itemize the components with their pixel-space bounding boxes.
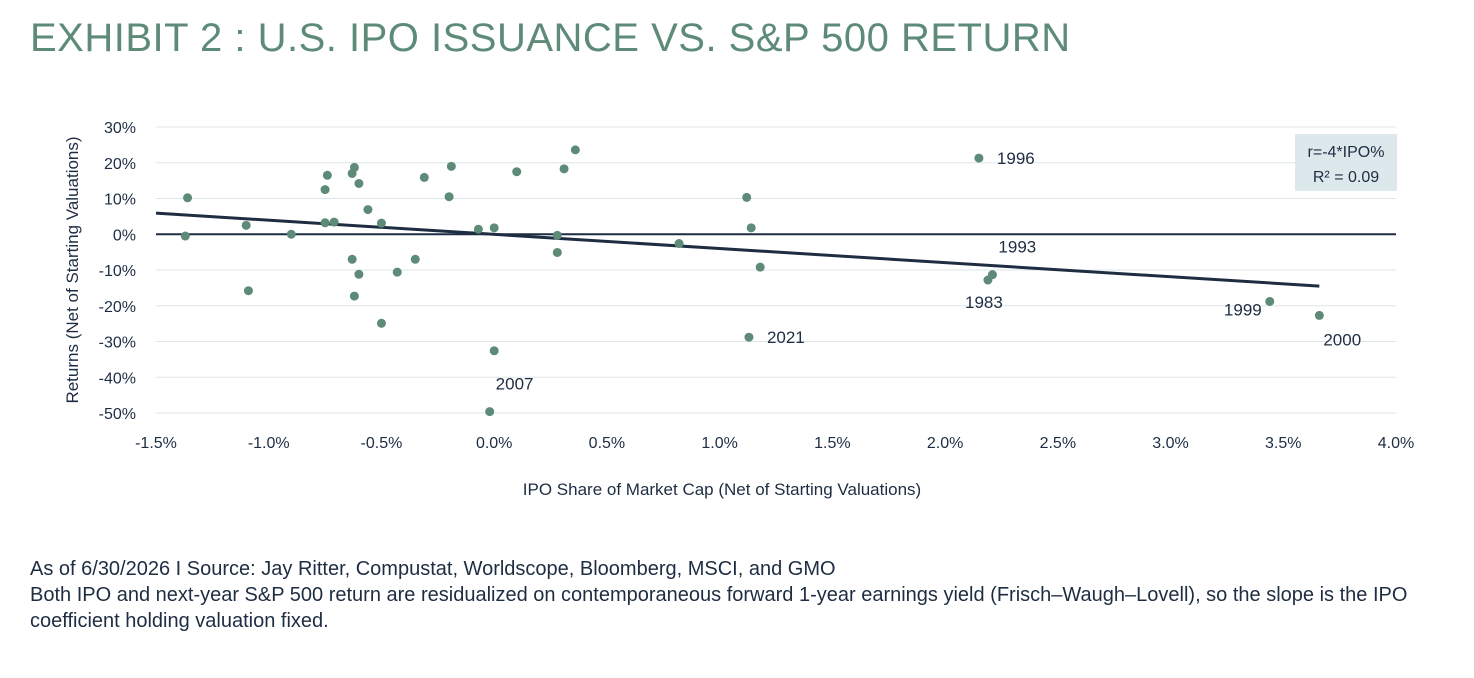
y-axis-ticks: 30% 20% 10% 0% -10% -20% -30% -40% -50% bbox=[99, 120, 136, 423]
y-tick-label: -40% bbox=[99, 370, 136, 387]
x-tick-label: -1.5% bbox=[135, 435, 177, 452]
regression-equation: r=-4*IPO% bbox=[1308, 144, 1385, 161]
x-tick-label: 0.5% bbox=[589, 435, 625, 452]
y-tick-label: -10% bbox=[99, 263, 136, 280]
data-point bbox=[320, 218, 330, 228]
data-point bbox=[444, 192, 454, 202]
trend-line bbox=[155, 211, 1320, 288]
data-point bbox=[742, 192, 752, 202]
x-tick-label: 2.0% bbox=[927, 435, 963, 452]
y-tick-label: 20% bbox=[104, 156, 136, 173]
data-point bbox=[746, 223, 756, 233]
year-label: 1983 bbox=[965, 293, 1003, 312]
year-label: 1996 bbox=[997, 149, 1035, 168]
y-tick-label: -50% bbox=[99, 406, 136, 423]
data-point bbox=[241, 220, 251, 230]
data-point bbox=[419, 172, 429, 182]
grid-lines bbox=[156, 126, 1396, 414]
data-point bbox=[354, 178, 364, 188]
data-point bbox=[489, 223, 499, 233]
data-point bbox=[755, 262, 765, 272]
data-point bbox=[392, 267, 402, 277]
x-tick-label: 1.5% bbox=[814, 435, 850, 452]
data-point bbox=[376, 318, 386, 328]
y-tick-label: 30% bbox=[104, 120, 136, 137]
y-axis-title: Returns (Net of Starting Valuations) bbox=[63, 136, 82, 403]
data-point bbox=[183, 193, 193, 203]
year-label: 2000 bbox=[1323, 330, 1361, 349]
data-point bbox=[552, 230, 562, 240]
year-label: 2007 bbox=[496, 375, 534, 394]
footer-notes: As of 6/30/2026 I Source: Jay Ritter, Co… bbox=[30, 556, 1450, 634]
data-point bbox=[473, 224, 483, 234]
data-point bbox=[570, 145, 580, 155]
data-point bbox=[552, 247, 562, 257]
data-point bbox=[489, 346, 499, 356]
data-point bbox=[974, 153, 984, 163]
data-point bbox=[243, 286, 253, 296]
x-axis-title: IPO Share of Market Cap (Net of Starting… bbox=[523, 480, 921, 499]
x-tick-label: 3.0% bbox=[1152, 435, 1188, 452]
x-tick-label: 1.0% bbox=[701, 435, 737, 452]
chart-title: EXHIBIT 2 : U.S. IPO ISSUANCE VS. S&P 50… bbox=[30, 16, 1071, 60]
data-point bbox=[347, 254, 357, 264]
data-point bbox=[1265, 296, 1275, 306]
data-point bbox=[320, 185, 330, 195]
scatter-chart: 30%20%10%0%-10%-20%-30%-40%-50% -1.5% -1.… bbox=[63, 120, 1414, 499]
x-tick-label: -0.5% bbox=[361, 435, 403, 452]
data-point bbox=[329, 217, 339, 227]
data-points bbox=[180, 145, 1324, 417]
regression-box-background bbox=[1295, 134, 1397, 191]
year-label: 2021 bbox=[767, 328, 805, 347]
data-point bbox=[363, 205, 373, 215]
data-point bbox=[512, 167, 522, 177]
data-point bbox=[376, 218, 386, 228]
point-labels: 1996 1993 1983 1999 2000 2021 2007 bbox=[496, 149, 1362, 393]
regression-box: r=-4*IPO% R² = 0.09 bbox=[1295, 134, 1397, 191]
data-point bbox=[286, 229, 296, 239]
methodology-note: Both IPO and next-year S&P 500 return ar… bbox=[30, 584, 1408, 632]
data-point bbox=[987, 270, 997, 280]
y-tick-label: -30% bbox=[99, 335, 136, 352]
y-tick-label: 10% bbox=[104, 192, 136, 209]
x-tick-label: 3.5% bbox=[1265, 435, 1301, 452]
data-point bbox=[674, 239, 684, 249]
data-point bbox=[410, 254, 420, 264]
year-label: 1999 bbox=[1224, 300, 1262, 319]
regression-r-squared: R² = 0.09 bbox=[1313, 169, 1379, 186]
data-point bbox=[322, 170, 332, 180]
x-tick-label: 2.5% bbox=[1040, 435, 1076, 452]
source-note: As of 6/30/2026 I Source: Jay Ritter, Co… bbox=[30, 558, 836, 580]
data-point bbox=[485, 407, 495, 417]
data-point bbox=[559, 164, 569, 174]
year-label: 1993 bbox=[998, 238, 1036, 257]
y-tick-label: 0% bbox=[113, 227, 136, 244]
data-point bbox=[349, 291, 359, 301]
x-axis-ticks: -1.5% -1.0% -0.5% 0.0% 0.5% 1.0% 1.5% 2.0% 2.5% 3… bbox=[135, 435, 1414, 452]
data-point bbox=[349, 162, 359, 172]
y-tick-label: -20% bbox=[99, 299, 136, 316]
x-tick-label: -1.0% bbox=[248, 435, 290, 452]
x-tick-label: 4.0% bbox=[1378, 435, 1414, 452]
x-tick-label: 0.0% bbox=[476, 435, 512, 452]
data-point bbox=[180, 231, 190, 241]
data-point bbox=[1314, 310, 1324, 320]
data-point bbox=[744, 332, 754, 342]
data-point bbox=[446, 161, 456, 171]
data-point bbox=[354, 269, 364, 279]
